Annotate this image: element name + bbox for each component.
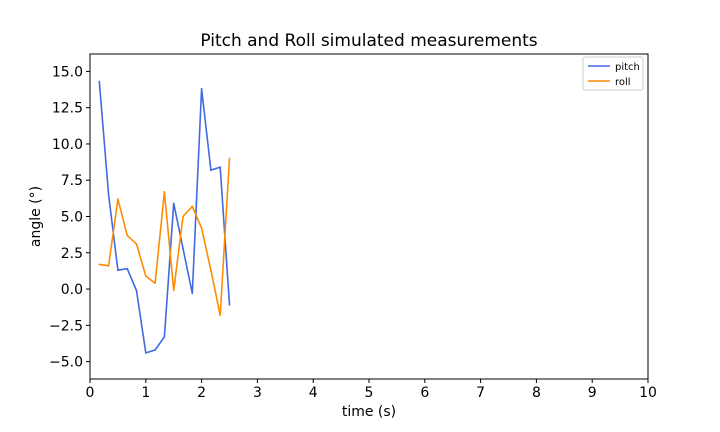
y-tick-label: 7.5: [61, 173, 83, 189]
y-tick-label: 0.0: [61, 282, 83, 298]
x-tick-label: 0: [86, 385, 95, 401]
data-point-pitch: [135, 289, 138, 292]
x-tick-label: 1: [141, 385, 150, 401]
x-tick-label: 7: [476, 385, 485, 401]
y-tick-label: −2.5: [49, 318, 83, 334]
x-axis: 0 1 2 3 4 5 6 7 8 9 10: [86, 379, 657, 401]
data-point-roll: [98, 263, 101, 266]
x-tick-label: 2: [197, 385, 206, 401]
data-point-pitch: [191, 292, 194, 295]
data-point-pitch: [219, 166, 221, 168]
data-point-roll: [200, 227, 203, 229]
y-tick-label: 15.0: [52, 64, 83, 80]
y-tick-label: 12.5: [52, 101, 83, 117]
legend-label-pitch: pitch: [615, 62, 640, 73]
y-axis-label: angle (°): [28, 186, 44, 247]
data-point-pitch: [98, 80, 101, 83]
x-tick-label: 3: [253, 385, 262, 401]
y-axis: −5.0 −2.5 0.0 2.5 5.0 7.5 10.0 12.5 15.0: [49, 64, 90, 371]
x-tick-label: 5: [365, 385, 374, 401]
data-point-roll: [191, 205, 194, 208]
data-point-pitch: [145, 352, 147, 354]
series-layer: [98, 80, 231, 354]
x-tick-label: 4: [309, 385, 318, 401]
x-tick-label: 10: [639, 385, 657, 401]
data-point-roll: [219, 314, 221, 316]
data-point-pitch: [210, 169, 212, 171]
data-point-pitch: [228, 304, 231, 306]
x-tick-label: 6: [420, 385, 429, 401]
data-point-pitch: [126, 267, 129, 270]
series-line-roll: [99, 158, 231, 317]
chart-title: Pitch and Roll simulated measurements: [200, 31, 537, 51]
data-point-roll: [107, 265, 110, 267]
data-point-pitch: [163, 336, 166, 338]
data-point-pitch: [154, 349, 156, 351]
data-point-roll: [126, 234, 129, 237]
y-tick-label: 10.0: [52, 137, 83, 153]
data-point-pitch: [117, 269, 119, 271]
data-point-pitch: [172, 202, 175, 205]
plot-area: [89, 53, 649, 380]
data-point-pitch: [107, 193, 110, 196]
y-tick-label: −5.0: [49, 355, 83, 371]
data-point-roll: [135, 243, 138, 245]
legend-label-roll: roll: [615, 77, 631, 88]
legend: pitch roll: [582, 56, 644, 91]
data-point-roll: [154, 282, 156, 285]
data-point-roll: [210, 269, 212, 271]
data-point-roll: [182, 215, 184, 218]
data-point-roll: [145, 275, 147, 277]
data-point-roll: [228, 157, 231, 160]
data-point-pitch: [182, 247, 184, 250]
series-line-pitch: [98, 81, 231, 354]
x-tick-label: 8: [532, 385, 541, 401]
y-tick-label: 5.0: [61, 210, 83, 226]
data-point-roll: [172, 289, 175, 292]
y-tick-label: 2.5: [61, 246, 83, 262]
x-tick-label: 9: [588, 385, 597, 401]
data-point-roll: [163, 191, 166, 193]
data-point-pitch: [200, 88, 203, 90]
x-axis-label: time (s): [342, 404, 396, 420]
data-point-roll: [117, 198, 119, 200]
